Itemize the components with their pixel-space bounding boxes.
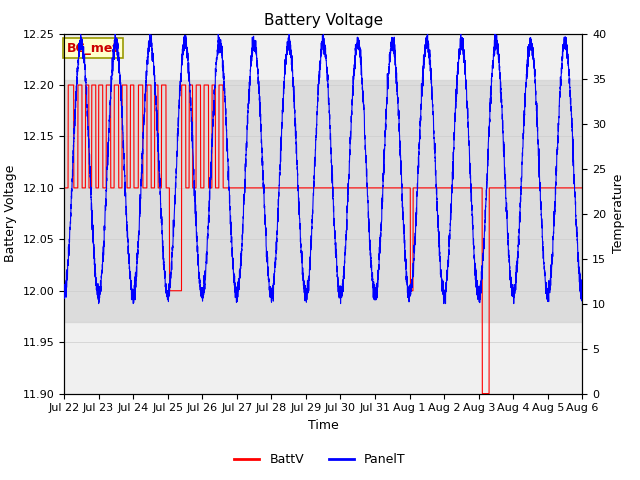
Legend: BattV, PanelT: BattV, PanelT [229, 448, 411, 471]
Text: BC_met: BC_met [67, 42, 119, 55]
Y-axis label: Temperature: Temperature [612, 174, 625, 253]
X-axis label: Time: Time [308, 419, 339, 432]
Bar [64, 80, 582, 322]
Y-axis label: Battery Voltage: Battery Voltage [4, 165, 17, 262]
Title: Battery Voltage: Battery Voltage [264, 13, 383, 28]
